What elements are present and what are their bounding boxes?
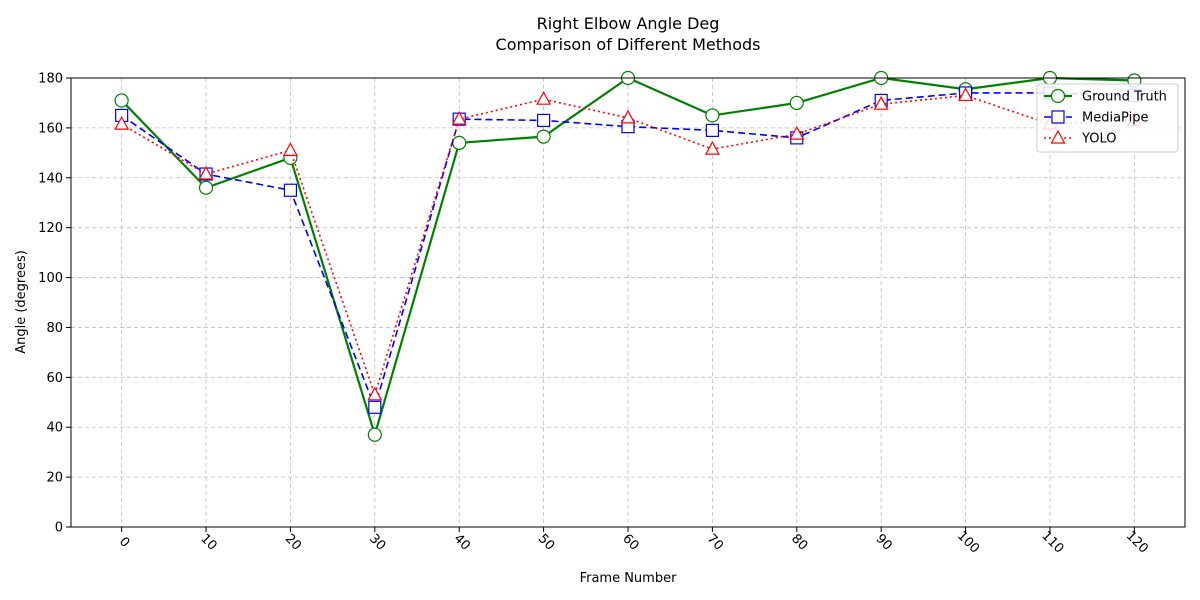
legend-label: Ground Truth — [1082, 90, 1167, 105]
y-tick-label: 160 — [38, 121, 63, 136]
data-point-yolo — [704, 140, 720, 155]
x-tick-label: 40 — [451, 531, 473, 553]
x-tick-label: 0 — [116, 534, 132, 550]
legend-item-ground-truth: Ground Truth — [1044, 88, 1167, 105]
legend-box — [1036, 83, 1179, 153]
y-tick-label: 100 — [38, 271, 63, 286]
x-tick-label: 30 — [366, 531, 388, 553]
data-point-yolo — [451, 110, 467, 125]
data-point-yolo — [873, 95, 889, 110]
legend-label: YOLO — [1081, 132, 1116, 147]
data-point-mediapipe — [705, 123, 719, 137]
legend-label: MediaPipe — [1082, 111, 1148, 126]
y-tick-label: 120 — [38, 221, 63, 236]
x-tick-label: 120 — [1123, 528, 1151, 556]
y-tick-label: 80 — [46, 321, 63, 336]
data-point-yolo — [620, 109, 636, 124]
x-tick-label: 110 — [1038, 528, 1066, 556]
data-point-yolo — [198, 165, 214, 180]
data-point-mediapipe — [368, 400, 382, 414]
data-point-yolo — [367, 386, 383, 401]
data-point-ground-truth — [198, 180, 214, 195]
y-tick-label: 140 — [38, 171, 63, 186]
y-axis-label: Angle (degrees) — [14, 250, 29, 354]
data-point-yolo — [114, 115, 130, 130]
data-point-ground-truth — [367, 427, 382, 442]
y-axis-ticks: 0 20 40 60 80 100 120 140 160 180 — [38, 72, 71, 536]
x-axis-label: Frame Number — [580, 571, 678, 586]
x-tick-label: 80 — [788, 531, 810, 553]
data-point-ground-truth — [789, 95, 804, 111]
data-point-ground-truth — [705, 108, 720, 123]
x-tick-label: 70 — [704, 531, 726, 553]
legend-marker — [1050, 88, 1066, 104]
data-point-yolo — [536, 90, 552, 105]
data-point-ground-truth — [114, 93, 129, 108]
chart-subtitle: Comparison of Different Methods — [496, 35, 761, 54]
data-point-mediapipe — [283, 183, 298, 197]
x-tick-label: 50 — [535, 531, 557, 553]
legend-item-yolo: YOLO — [1044, 129, 1116, 147]
data-point-ground-truth — [536, 129, 551, 144]
x-tick-label: 100 — [954, 528, 982, 556]
data-point-ground-truth — [452, 135, 467, 150]
data-point-mediapipe — [537, 113, 551, 128]
chart-title: Right Elbow Angle Deg — [537, 14, 720, 33]
legend: Ground Truth MediaPipe YOLO — [1036, 83, 1179, 153]
legend-marker — [1050, 129, 1066, 144]
x-tick-label: 20 — [282, 531, 304, 553]
y-tick-label: 0 — [55, 521, 63, 536]
y-tick-label: 60 — [46, 371, 63, 386]
series-line-yolo — [121, 94, 1135, 398]
data-point-yolo — [789, 125, 805, 140]
data-point-yolo — [958, 87, 974, 102]
x-tick-label: 60 — [619, 531, 641, 553]
x-tick-label: 90 — [873, 531, 895, 553]
y-tick-label: 20 — [46, 471, 63, 486]
legend-marker — [1051, 110, 1065, 124]
y-tick-label: 40 — [46, 421, 63, 436]
legend-item-mediapipe: MediaPipe — [1044, 110, 1148, 126]
grid — [71, 77, 1185, 528]
x-tick-label: 10 — [197, 531, 219, 553]
y-tick-label: 180 — [38, 72, 63, 87]
data-point-yolo — [282, 142, 298, 156]
x-axis-ticks: 0 10 20 30 40 50 60 70 80 90 100 110 120 — [116, 527, 1151, 557]
